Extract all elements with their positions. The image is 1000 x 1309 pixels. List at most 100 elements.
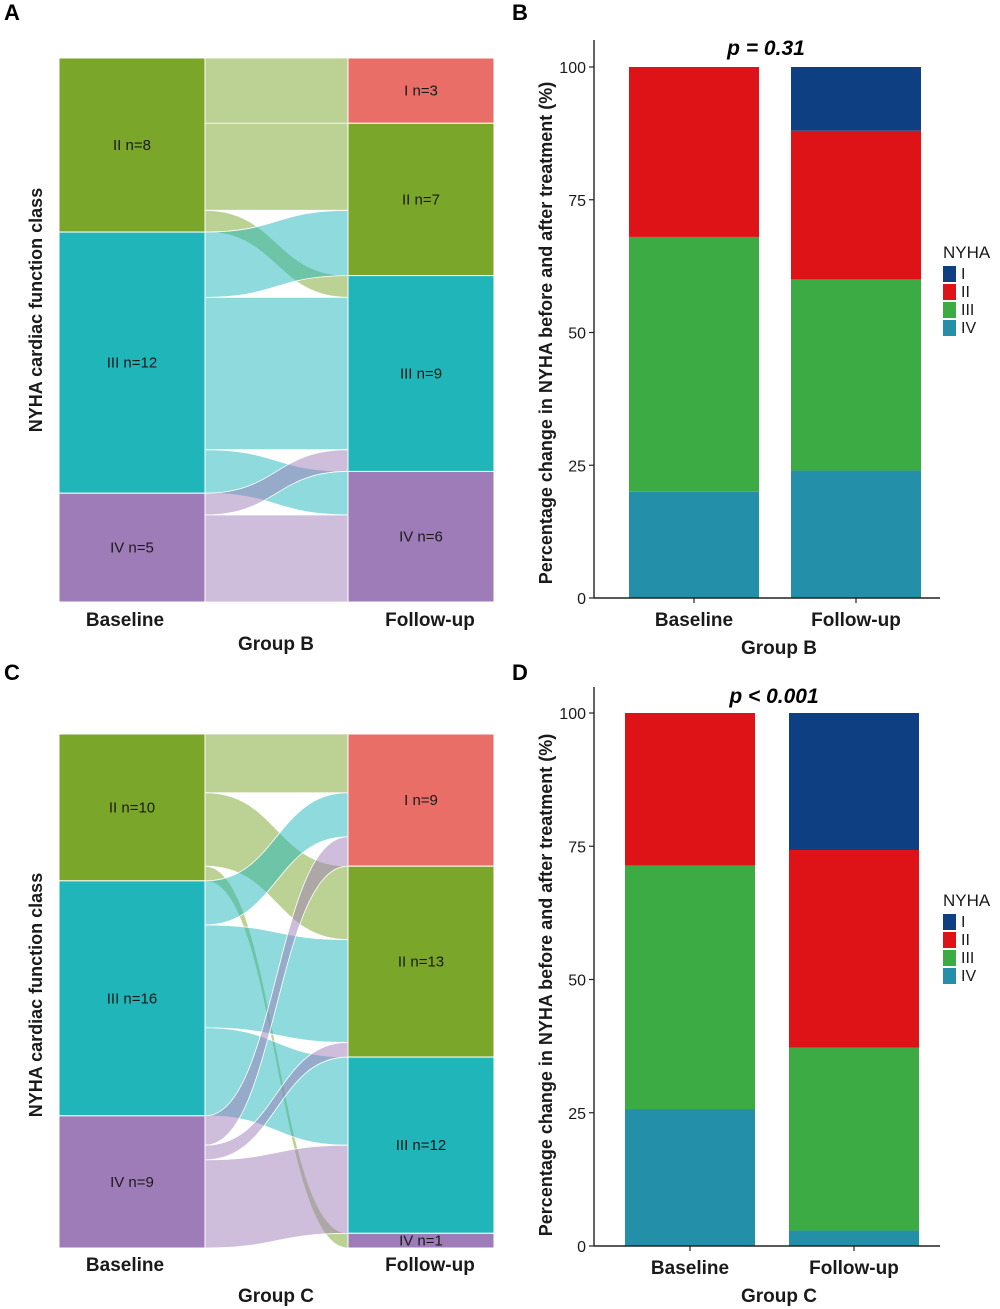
node-label-baseline-iv: IV n=9 [110, 1174, 154, 1191]
node-followup-iii [347, 1056, 495, 1234]
y-axis-label-d: Percentage change in NYHA before and aft… [536, 734, 556, 1236]
stage-label-baseline-a: Baseline [86, 610, 164, 631]
y-axis-label-b: Percentage change in NYHA before and aft… [536, 82, 556, 584]
legend-swatch-iii [943, 950, 956, 966]
panel-letter-d: D [512, 660, 528, 685]
y-tick-label-100: 100 [559, 60, 586, 77]
y-axis-label-a: NYHA cardiac function class [26, 188, 46, 432]
flow-iii-to-iii [204, 296, 349, 451]
group-label-c: Group C [238, 1286, 314, 1307]
bar-follow-up-ii [789, 849, 919, 1048]
y-tick-label-50: 50 [568, 973, 586, 990]
panel-d-stacked-bar: D p < 0.001 Baseline Follow-up0255075100 … [512, 660, 991, 1307]
node-baseline-ii [58, 57, 206, 233]
node-label-baseline-ii: II n=10 [109, 799, 155, 816]
x-tick-label-follow-up: Follow-up [811, 610, 901, 631]
node-label-followup-iv: IV n=6 [399, 529, 443, 546]
node-baseline-iii [58, 880, 206, 1117]
node-followup-iii [347, 275, 495, 472]
legend-label-iii: III [961, 950, 974, 967]
y-tick-label-0: 0 [577, 1239, 586, 1256]
bar-follow-up-iii [791, 279, 921, 471]
legend-label-iii: III [961, 302, 974, 319]
panel-letter-c: C [4, 660, 20, 685]
legend-swatch-i [943, 914, 956, 930]
legend-swatch-i [943, 266, 956, 282]
stage-label-followup-c: Follow-up [385, 1255, 475, 1276]
node-followup-ii [347, 865, 495, 1058]
bar-follow-up-i [791, 67, 921, 131]
x-tick-label-baseline: Baseline [651, 1258, 729, 1279]
legend-title: NYHA [943, 243, 991, 262]
stage-label-baseline-c: Baseline [86, 1255, 164, 1276]
node-baseline-iii [58, 231, 206, 494]
y-tick-label-75: 75 [568, 839, 586, 856]
panel-b-stacked-bar: B p = 0.31 Baseline Follow-up 0 25 50 75 100 P… [512, 0, 991, 659]
node-label-followup-i: I n=9 [404, 792, 438, 809]
group-label-d: Group C [741, 1286, 817, 1307]
legend-label-i: I [961, 266, 965, 283]
node-label-baseline-iv: IV n=5 [110, 540, 154, 557]
bar-follow-up-iv [789, 1230, 919, 1246]
node-followup-ii [347, 122, 495, 277]
legend-swatch-iv [943, 320, 956, 336]
bar-baseline-iii [629, 236, 759, 492]
panel-a-alluvial: A II n=8 III n=12 IV n=5 I n=3 II n=7 III n=9… [4, 0, 495, 655]
bar-baseline-iii [625, 865, 755, 1110]
node-baseline-iv [58, 1115, 206, 1249]
bar-baseline-ii [625, 713, 755, 866]
legend-label-ii: II [961, 932, 970, 949]
stage-label-followup-a: Follow-up [385, 610, 475, 631]
flow-ii-to-i [204, 57, 349, 124]
bar-follow-up-iii [789, 1047, 919, 1231]
y-tick-label-100: 100 [559, 706, 586, 723]
group-label-b: Group B [741, 638, 817, 659]
legend-swatch-ii [943, 932, 956, 948]
legend-label-i: I [961, 914, 965, 931]
y-tick-label-25: 25 [568, 1106, 586, 1123]
legend-label-iv: IV [961, 320, 976, 337]
bar-baseline-iv [625, 1109, 755, 1246]
bar-follow-up-iv [791, 470, 921, 598]
node-followup-iv [347, 470, 495, 603]
node-followup-i [347, 57, 495, 124]
flow-ii-to-ii [204, 122, 349, 211]
flow-iv-to-iii [204, 1144, 349, 1249]
legend-label-iv: IV [961, 968, 976, 985]
panel-letter-b: B [512, 0, 528, 25]
legend-swatch-iii [943, 302, 956, 318]
node-label-baseline-iii: III n=12 [107, 355, 157, 372]
node-baseline-ii [58, 733, 206, 882]
legend-label-ii: II [961, 284, 970, 301]
bar-follow-up-ii [791, 130, 921, 280]
node-label-followup-ii: II n=13 [398, 954, 444, 971]
flow-ii-to-i [204, 733, 349, 794]
legend-swatch-ii [943, 284, 956, 300]
node-followup-iv [347, 1232, 495, 1249]
legend-swatch-iv [943, 968, 956, 984]
bar-baseline-iv [629, 491, 759, 598]
panel-c-alluvial: C II n=10 III n=16 IV n=9 I n=9 II n=13 III n… [4, 660, 495, 1307]
y-tick-label-25: 25 [568, 458, 586, 475]
panel-letter-a: A [4, 0, 20, 25]
y-tick-label-0: 0 [577, 591, 586, 608]
flow-iv-to-iv [204, 514, 349, 603]
legend-title: NYHA [943, 891, 991, 910]
node-baseline-iv [58, 492, 206, 603]
node-label-followup-iii: III n=9 [400, 366, 442, 383]
node-label-baseline-iii: III n=16 [107, 990, 157, 1007]
group-label-a: Group B [238, 634, 314, 655]
y-tick-label-50: 50 [568, 326, 586, 343]
node-followup-i [347, 733, 495, 867]
node-label-followup-iv: IV n=1 [399, 1233, 443, 1250]
p-value-d: p < 0.001 [728, 685, 818, 708]
node-label-followup-i: I n=3 [404, 83, 438, 100]
x-tick-label-follow-up: Follow-up [809, 1258, 899, 1279]
node-label-followup-iii: III n=12 [396, 1137, 446, 1154]
node-label-baseline-ii: II n=8 [113, 137, 151, 154]
y-tick-label-75: 75 [568, 193, 586, 210]
y-axis-label-c: NYHA cardiac function class [26, 873, 46, 1117]
bar-baseline-ii [629, 67, 759, 237]
bar-follow-up-i [789, 713, 919, 850]
p-value-b: p = 0.31 [726, 37, 805, 60]
